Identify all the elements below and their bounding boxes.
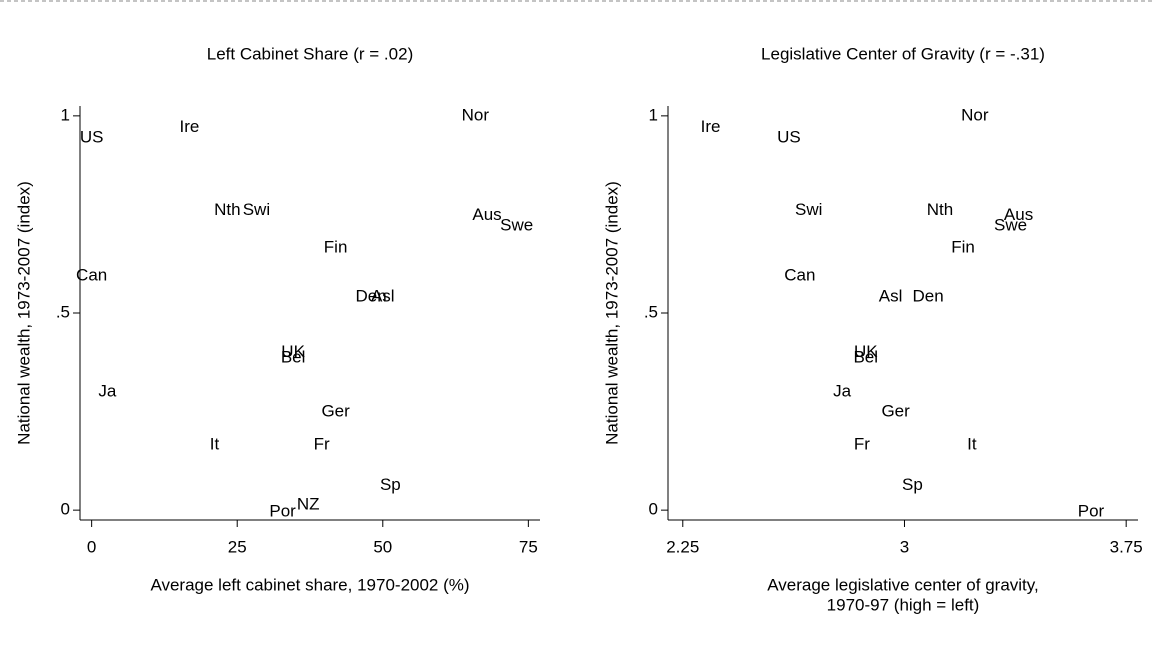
point-label: Swe (500, 216, 533, 235)
x-axis-label: Average legislative center of gravity, (767, 575, 1039, 594)
point-label: Ger (321, 401, 350, 420)
point-label: Ire (701, 117, 721, 136)
point-label: Nth (927, 200, 953, 219)
point-label: Nor (462, 105, 490, 124)
point-label: Por (269, 502, 296, 521)
chart-title: Legislative Center of Gravity (r = -.31) (761, 44, 1045, 63)
y-tick-label: 0 (61, 500, 70, 519)
point-label: Sp (902, 475, 923, 494)
y-axis-label: National wealth, 1973-2007 (index) (14, 181, 33, 445)
point-label: Can (76, 265, 107, 284)
point-label: Den (913, 287, 944, 306)
x-tick-label: 3 (900, 537, 909, 556)
y-tick-label: 1 (649, 105, 658, 124)
point-label: Fr (314, 435, 330, 454)
point-label: NZ (297, 495, 320, 514)
y-tick-label: .5 (56, 302, 70, 321)
chart-title: Left Cabinet Share (r = .02) (207, 44, 413, 63)
x-axis-label: 1970-97 (high = left) (827, 595, 980, 614)
point-label: Den (356, 287, 387, 306)
y-tick-label: 0 (649, 500, 658, 519)
x-tick-label: 2.25 (666, 537, 699, 556)
y-tick-label: 1 (61, 105, 70, 124)
x-tick-label: 50 (373, 537, 392, 556)
point-label: Swi (795, 200, 822, 219)
point-label: Bel (281, 347, 306, 366)
point-label: Asl (879, 287, 903, 306)
point-label: Sp (380, 475, 401, 494)
point-label: Ire (180, 117, 200, 136)
point-label: Asl (371, 287, 395, 306)
x-tick-label: 3.75 (1110, 537, 1143, 556)
point-label: Nor (961, 105, 989, 124)
x-tick-label: 0 (87, 537, 96, 556)
point-label: Aus (1004, 205, 1033, 224)
x-axis-label: Average left cabinet share, 1970-2002 (%… (150, 575, 469, 594)
point-label: It (967, 435, 977, 454)
point-label: Fr (854, 435, 870, 454)
point-label: Fin (951, 237, 975, 256)
point-label: Swe (994, 216, 1027, 235)
point-label: Can (784, 265, 815, 284)
point-label: Ja (833, 381, 852, 400)
point-label: It (210, 435, 220, 454)
point-label: Bel (853, 347, 878, 366)
point-label: Ja (98, 381, 117, 400)
point-label: UK (281, 342, 305, 361)
point-label: US (777, 127, 801, 146)
y-tick-label: .5 (644, 302, 658, 321)
x-tick-label: 75 (519, 537, 538, 556)
y-axis-label: National wealth, 1973-2007 (index) (602, 181, 621, 445)
point-label: Ger (881, 401, 910, 420)
point-label: Fin (324, 237, 348, 256)
point-label: Swi (243, 200, 270, 219)
point-label: US (80, 127, 104, 146)
point-label: Nth (214, 200, 240, 219)
point-label: Por (1078, 502, 1105, 521)
point-label: Aus (472, 205, 501, 224)
point-label: UK (854, 342, 878, 361)
x-tick-label: 25 (228, 537, 247, 556)
